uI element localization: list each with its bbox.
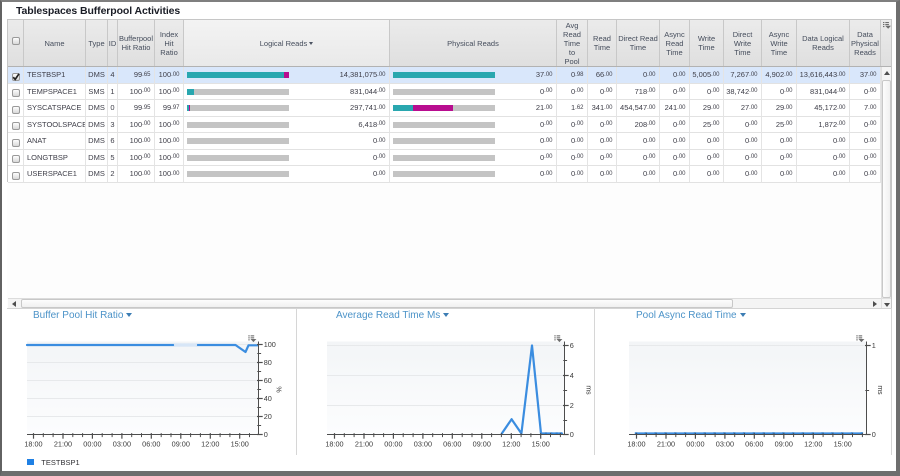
svg-text:12:00: 12:00 <box>502 440 520 449</box>
svg-text:6: 6 <box>570 341 574 350</box>
svg-text:03:00: 03:00 <box>716 440 734 449</box>
svg-text:06:00: 06:00 <box>443 440 461 449</box>
svg-text:09:00: 09:00 <box>473 440 491 449</box>
svg-text:0: 0 <box>570 430 574 439</box>
svg-text:21:00: 21:00 <box>355 440 373 449</box>
svg-text:15:00: 15:00 <box>532 440 550 449</box>
svg-text:21:00: 21:00 <box>54 440 72 449</box>
svg-text:12:00: 12:00 <box>201 440 219 449</box>
svg-text:09:00: 09:00 <box>172 440 190 449</box>
svg-text:100: 100 <box>264 340 276 349</box>
svg-text:12:00: 12:00 <box>804 440 822 449</box>
svg-text:00:00: 00:00 <box>384 440 402 449</box>
svg-text:1: 1 <box>872 341 876 350</box>
svg-text:20: 20 <box>264 412 272 421</box>
svg-text:0: 0 <box>872 430 876 439</box>
svg-text:%: % <box>275 386 282 392</box>
svg-text:15:00: 15:00 <box>231 440 249 449</box>
svg-text:18:00: 18:00 <box>325 440 343 449</box>
svg-text:00:00: 00:00 <box>686 440 704 449</box>
svg-text:ms: ms <box>585 385 592 395</box>
svg-text:60: 60 <box>264 376 272 385</box>
svg-text:4: 4 <box>570 371 574 380</box>
svg-text:ms: ms <box>876 385 883 395</box>
svg-text:18:00: 18:00 <box>24 440 42 449</box>
svg-text:00:00: 00:00 <box>83 440 101 449</box>
svg-text:2: 2 <box>570 401 574 410</box>
svg-text:03:00: 03:00 <box>113 440 131 449</box>
svg-text:18:00: 18:00 <box>627 440 645 449</box>
svg-text:06:00: 06:00 <box>745 440 763 449</box>
svg-text:06:00: 06:00 <box>142 440 160 449</box>
svg-text:21:00: 21:00 <box>657 440 675 449</box>
svg-text:40: 40 <box>264 394 272 403</box>
svg-text:03:00: 03:00 <box>414 440 432 449</box>
svg-text:09:00: 09:00 <box>775 440 793 449</box>
svg-text:15:00: 15:00 <box>834 440 852 449</box>
svg-text:0: 0 <box>264 430 268 439</box>
svg-text:80: 80 <box>264 358 272 367</box>
